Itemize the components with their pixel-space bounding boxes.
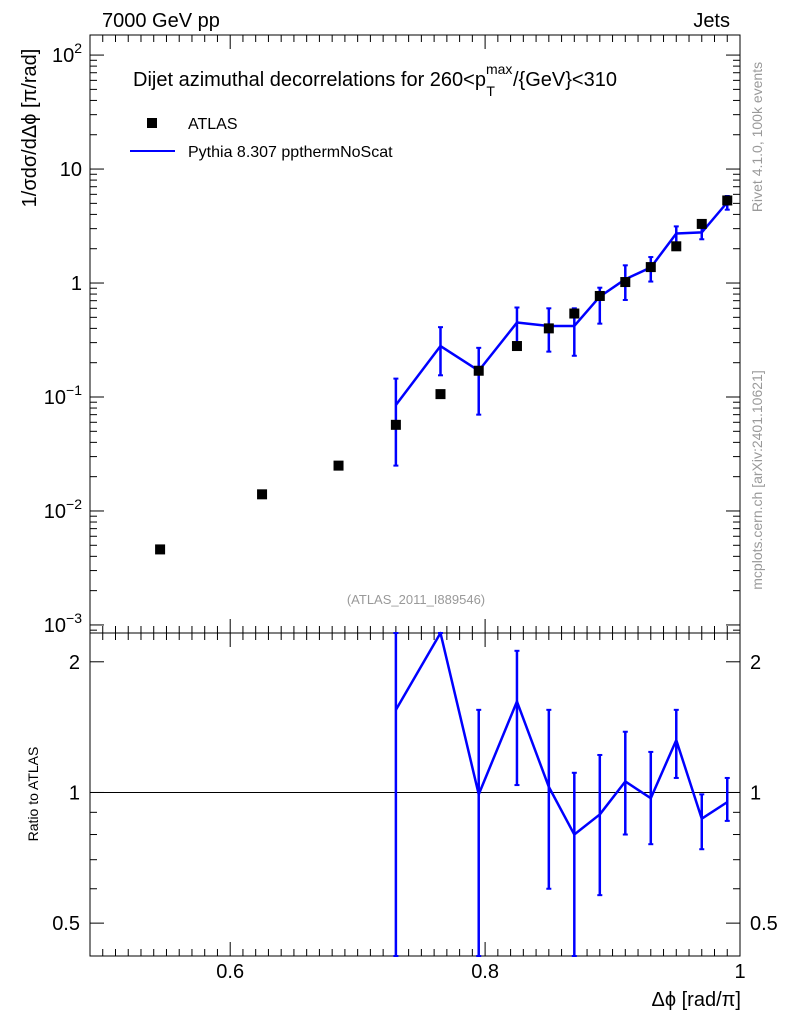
atlas-data-point — [257, 489, 268, 500]
atlas-data-point — [511, 341, 522, 352]
y-tick-label: 10−1 — [44, 382, 82, 409]
atlas-data-point — [543, 323, 554, 334]
ratio-plot-frame — [89, 632, 741, 957]
title-sub: T — [486, 83, 495, 99]
header-left: 7000 GeV pp — [102, 10, 220, 32]
title-suffix: /{GeV}<310 — [513, 69, 617, 91]
header-right: Jets — [693, 10, 730, 32]
atlas-data-point — [435, 389, 446, 400]
x-axis-ticks: 0.6 0.8 1 — [89, 35, 746, 983]
atlas-data-point — [473, 365, 484, 376]
legend-pythia-label: Pythia 8.307 ppthermNoScat — [188, 144, 393, 161]
atlas-data-point — [594, 290, 605, 301]
y-tick-label: 1 — [71, 273, 82, 295]
ratio-error-bars — [393, 632, 730, 957]
ratio-series-line — [394, 631, 728, 836]
ratio-tick-label-left: 0.5 — [52, 913, 80, 935]
x-axis-label: Δϕ [rad/π] — [652, 989, 742, 1011]
y-tick-label: 10 — [60, 159, 82, 181]
ratio-tick-label-right: 1 — [750, 782, 761, 804]
y-axis-label: 1/σdσ/dΔϕ [π/rad] — [19, 49, 41, 208]
atlas-data-point — [696, 218, 707, 229]
x-tick-label: 0.8 — [471, 961, 499, 983]
ratio-tick-label-left: 2 — [69, 652, 80, 674]
atlas-data-point — [155, 544, 166, 555]
y-tick-label: 10−3 — [44, 610, 82, 637]
mc-error-bars — [393, 195, 730, 467]
legend-atlas-marker — [147, 118, 157, 128]
chart-title: Dijet azimuthal decorrelations for 260<p… — [133, 61, 617, 99]
atlas-data-point — [645, 262, 656, 273]
atlas-data-points — [155, 195, 733, 555]
title-sup: max — [486, 61, 512, 77]
rivet-label: Rivet 4.1.0, 100k events — [749, 62, 765, 212]
analysis-watermark: (ATLAS_2011_I889546) — [347, 592, 485, 607]
mcplots-label: mcplots.cern.ch [arXiv:2401.10621] — [749, 370, 765, 589]
legend-atlas-label: ATLAS — [188, 116, 238, 133]
atlas-data-point — [671, 241, 682, 252]
atlas-data-point — [333, 460, 344, 471]
ratio-tick-label-left: 1 — [69, 782, 80, 804]
ratio-y-axis-label: Ratio to ATLAS — [25, 747, 41, 842]
main-axis-ticks: 10−3 10−2 10−1 1 10 102 — [44, 40, 740, 637]
x-tick-label: 1 — [734, 961, 745, 983]
atlas-data-point — [722, 195, 733, 206]
title-prefix: Dijet azimuthal decorrelations for 260<p — [133, 69, 486, 91]
ratio-axis-ticks: 0.5 0.5 1 1 2 2 — [52, 652, 778, 935]
y-tick-label: 10−2 — [44, 496, 82, 523]
atlas-data-point — [390, 419, 401, 430]
atlas-data-point — [620, 277, 631, 288]
atlas-data-point — [569, 308, 580, 319]
ratio-tick-label-right: 0.5 — [750, 913, 778, 935]
x-tick-label: 0.6 — [216, 961, 244, 983]
mc-series-line — [394, 201, 729, 406]
ratio-tick-label-right: 2 — [750, 652, 761, 674]
y-tick-label: 102 — [52, 40, 82, 67]
